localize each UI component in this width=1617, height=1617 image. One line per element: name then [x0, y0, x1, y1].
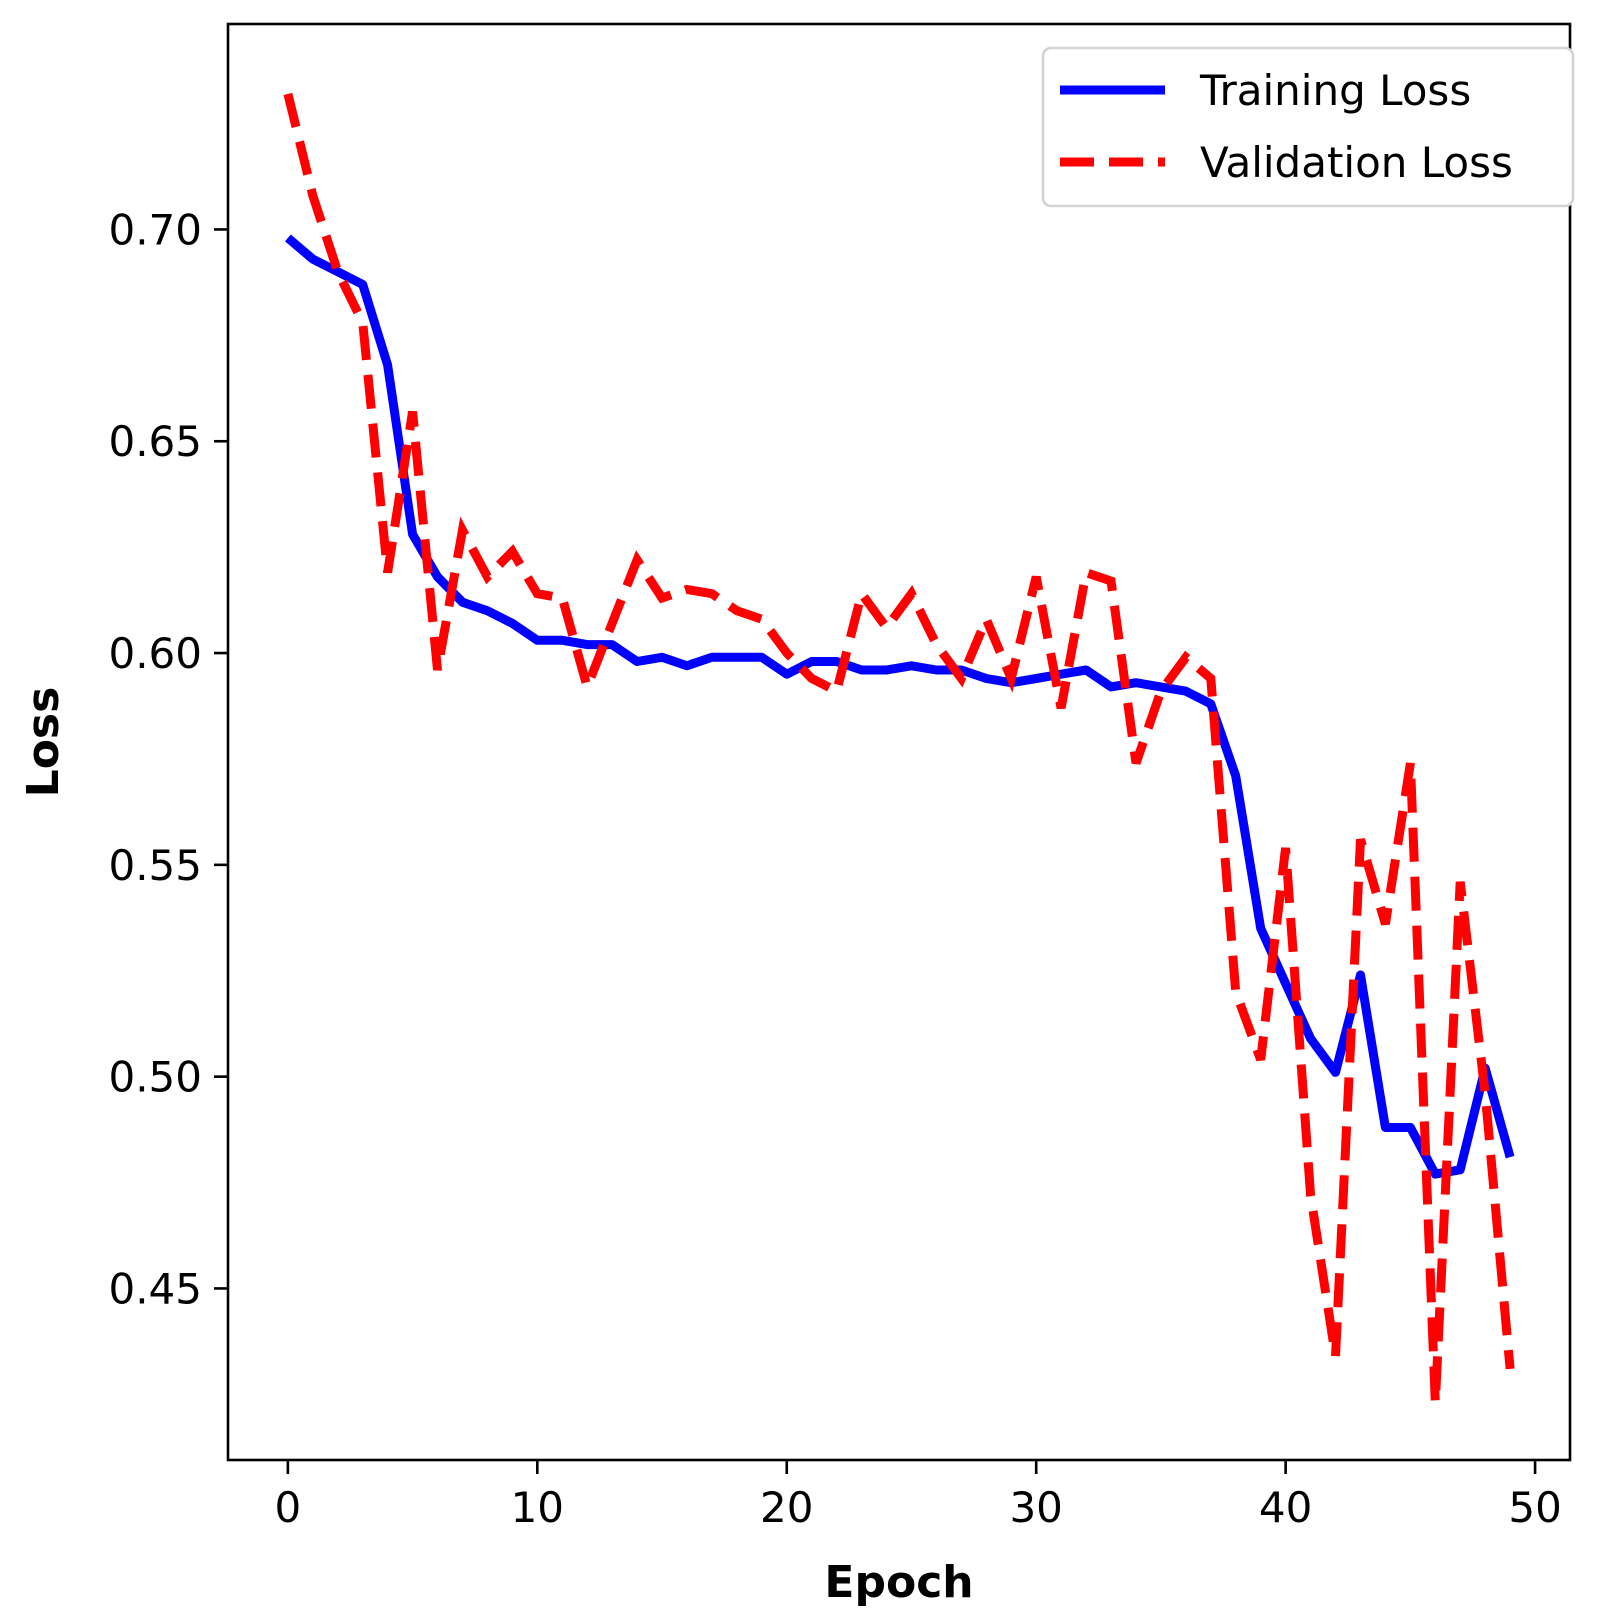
- x-axis-label: Epoch: [824, 1557, 973, 1608]
- x-tick-label: 40: [1259, 1483, 1312, 1532]
- x-axis-ticks: 0 10 20 30 40 50: [274, 1460, 1562, 1532]
- y-tick-label: 0.55: [108, 841, 202, 890]
- x-tick-label: 10: [511, 1483, 564, 1532]
- legend-validation-label: Validation Loss: [1200, 138, 1513, 187]
- x-tick-label: 20: [760, 1483, 813, 1532]
- x-tick-label: 30: [1009, 1483, 1062, 1532]
- validation-loss-line: [283, 92, 1515, 1404]
- x-tick-label: 0: [274, 1483, 301, 1532]
- y-tick-label: 0.70: [108, 205, 202, 254]
- axes-frame: [226, 22, 1572, 1462]
- y-tick-label: 0.50: [108, 1053, 202, 1102]
- training-loss-line: [284, 234, 1515, 1179]
- y-tick-label: 0.60: [108, 629, 202, 678]
- y-axis-ticks: 0.45 0.50 0.55 0.60 0.65 0.70: [108, 205, 228, 1313]
- y-tick-label: 0.45: [108, 1264, 202, 1313]
- x-tick-label: 50: [1508, 1483, 1561, 1532]
- y-tick-label: 0.65: [108, 417, 202, 466]
- legend-training-label: Training Loss: [1199, 66, 1471, 115]
- series-group: [283, 92, 1515, 1404]
- legend: Training Loss Validation Loss: [1041, 46, 1575, 208]
- plot-area: [226, 22, 1572, 1462]
- y-axis-label: Loss: [18, 687, 69, 798]
- legend-box: [1041, 46, 1575, 208]
